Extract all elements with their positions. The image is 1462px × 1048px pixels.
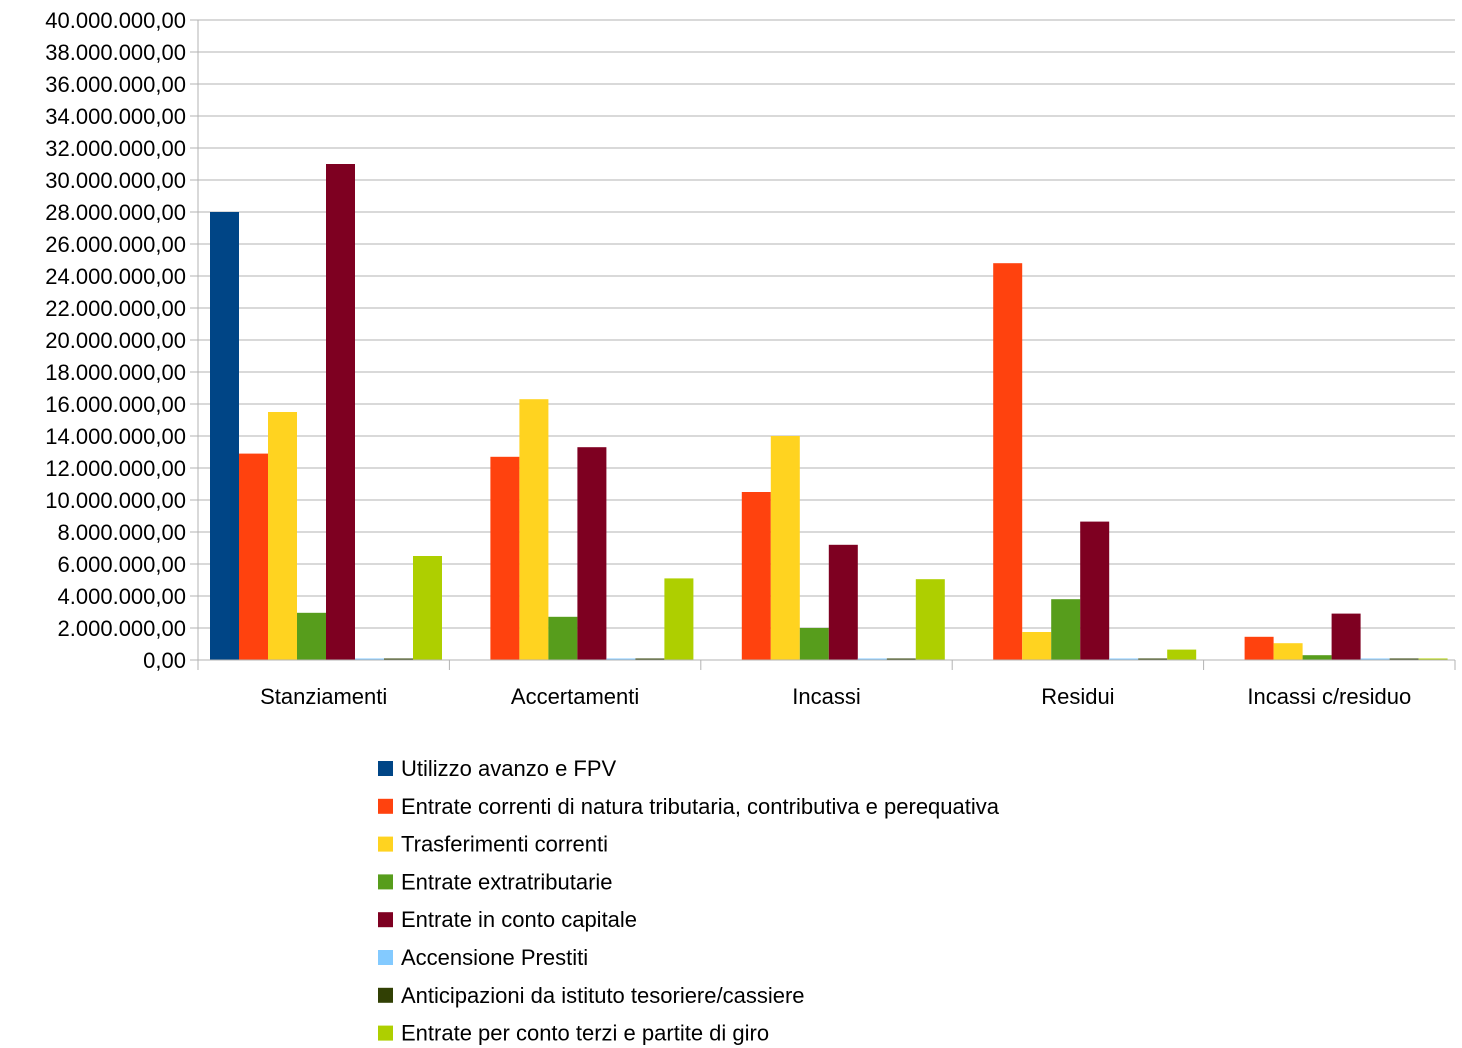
bar-6-accertamenti bbox=[606, 658, 636, 660]
bar-6-incassi-c-residuo bbox=[1360, 658, 1390, 660]
bar-5-accertamenti bbox=[577, 447, 607, 660]
bar-7-incassi-c-residuo bbox=[1389, 658, 1419, 660]
bar-8-stanziamenti bbox=[413, 556, 442, 660]
y-tick-label: 6.000.000,00 bbox=[58, 552, 186, 577]
legend-label: Utilizzo avanzo e FPV bbox=[401, 756, 617, 781]
y-tick-label: 30.000.000,00 bbox=[45, 168, 186, 193]
bar-8-residui bbox=[1167, 649, 1197, 660]
y-tick-label: 20.000.000,00 bbox=[45, 328, 186, 353]
y-tick-label: 32.000.000,00 bbox=[45, 136, 186, 161]
bar-4-incassi-c-residuo bbox=[1302, 655, 1332, 660]
y-tick-label: 0,00 bbox=[143, 648, 186, 673]
legend-swatch bbox=[378, 987, 393, 1003]
bar-6-residui bbox=[1109, 658, 1139, 660]
bar-8-incassi bbox=[915, 579, 945, 660]
legend-swatch bbox=[378, 761, 393, 776]
bars bbox=[210, 164, 1448, 660]
bar-4-stanziamenti bbox=[297, 612, 326, 660]
legend-swatch bbox=[378, 950, 393, 965]
bar-5-incassi-c-residuo bbox=[1331, 613, 1361, 660]
legend-label: Entrate extratributarie bbox=[401, 869, 613, 894]
legend-label: Anticipazioni da istituto tesoriere/cass… bbox=[401, 983, 805, 1008]
bar-7-accertamenti bbox=[635, 658, 665, 660]
legend: Utilizzo avanzo e FPV Entrate correnti di… bbox=[378, 756, 1000, 1046]
bar-8-incassi-c-residuo bbox=[1418, 658, 1448, 660]
y-tick-label: 40.000.000,00 bbox=[45, 8, 186, 33]
y-tick-label: 22.000.000,00 bbox=[45, 296, 186, 321]
y-tick-label: 4.000.000,00 bbox=[58, 584, 186, 609]
bar-1-stanziamenti bbox=[210, 212, 239, 660]
bar-5-residui bbox=[1080, 521, 1110, 660]
bar-2-residui bbox=[993, 263, 1023, 660]
x-axis-category-labels: Stanziamenti Accertamenti Incassi Residui In… bbox=[260, 684, 1411, 709]
bar-5-stanziamenti bbox=[326, 164, 355, 660]
bar-4-residui bbox=[1051, 599, 1081, 660]
legend-swatch bbox=[378, 836, 393, 852]
legend-label: Accensione Prestiti bbox=[401, 945, 588, 970]
y-tick-label: 14.000.000,00 bbox=[45, 424, 186, 449]
legend-label: Entrate in conto capitale bbox=[401, 907, 637, 932]
bar-3-residui bbox=[1022, 632, 1052, 660]
bar-3-incassi-c-residuo bbox=[1273, 643, 1303, 660]
legend-swatch bbox=[378, 912, 393, 928]
bar-4-incassi bbox=[799, 628, 829, 660]
x-category-label: Incassi c/residuo bbox=[1247, 684, 1411, 709]
y-tick-label: 16.000.000,00 bbox=[45, 392, 186, 417]
bar-3-stanziamenti bbox=[268, 412, 297, 660]
y-tick-label: 10.000.000,00 bbox=[45, 488, 186, 513]
bar-8-accertamenti bbox=[664, 578, 694, 660]
x-category-label: Incassi bbox=[792, 684, 860, 709]
y-tick-label: 12.000.000,00 bbox=[45, 456, 186, 481]
y-tick-label: 38.000.000,00 bbox=[45, 40, 186, 65]
x-category-label: Accertamenti bbox=[511, 684, 639, 709]
bar-7-incassi bbox=[886, 658, 916, 660]
y-tick-label: 28.000.000,00 bbox=[45, 200, 186, 225]
bar-2-stanziamenti bbox=[239, 453, 268, 660]
x-category-label: Residui bbox=[1041, 684, 1114, 709]
x-category-label: Stanziamenti bbox=[260, 684, 387, 709]
axes bbox=[190, 20, 1456, 670]
bar-2-incassi-c-residuo bbox=[1244, 636, 1274, 660]
y-axis-tick-labels: 0,00 2.000.000,00 4.000.000,00 6.000.000,00… bbox=[45, 8, 186, 673]
y-tick-label: 24.000.000,00 bbox=[45, 264, 186, 289]
legend-swatch bbox=[378, 798, 393, 814]
legend-label: Entrate per conto terzi e partite di gir… bbox=[401, 1021, 769, 1046]
bar-5-incassi bbox=[828, 544, 858, 660]
legend-label: Entrate correnti di natura tributaria, c… bbox=[401, 794, 1000, 819]
bar-6-stanziamenti bbox=[355, 658, 384, 660]
bar-4-accertamenti bbox=[548, 616, 578, 660]
bar-3-accertamenti bbox=[519, 399, 549, 660]
bar-6-incassi bbox=[857, 658, 887, 660]
legend-swatch bbox=[378, 1025, 393, 1041]
legend-swatch bbox=[378, 874, 393, 890]
bar-2-accertamenti bbox=[490, 456, 520, 660]
y-tick-label: 8.000.000,00 bbox=[58, 520, 186, 545]
bar-3-incassi bbox=[770, 436, 800, 660]
bar-7-residui bbox=[1138, 658, 1168, 660]
y-tick-label: 36.000.000,00 bbox=[45, 72, 186, 97]
gridlines bbox=[190, 19, 1455, 661]
legend-label: Trasferimenti correnti bbox=[401, 832, 608, 857]
y-tick-label: 34.000.000,00 bbox=[45, 104, 186, 129]
y-tick-label: 18.000.000,00 bbox=[45, 360, 186, 385]
bar-2-incassi bbox=[741, 492, 771, 660]
bar-7-stanziamenti bbox=[384, 658, 413, 660]
y-tick-label: 26.000.000,00 bbox=[45, 232, 186, 257]
y-tick-label: 2.000.000,00 bbox=[58, 616, 186, 641]
